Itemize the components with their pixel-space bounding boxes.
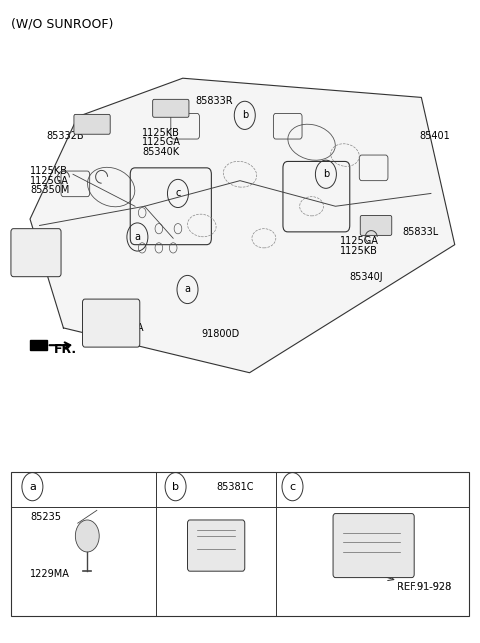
FancyBboxPatch shape xyxy=(360,215,392,235)
Text: a: a xyxy=(29,482,36,492)
Polygon shape xyxy=(30,78,455,373)
FancyBboxPatch shape xyxy=(153,99,189,117)
Text: REF.91-928: REF.91-928 xyxy=(397,582,452,592)
Text: 85833R: 85833R xyxy=(195,96,233,105)
Text: b: b xyxy=(172,482,179,492)
Polygon shape xyxy=(30,340,47,350)
Text: a: a xyxy=(134,232,140,242)
Text: b: b xyxy=(323,169,329,179)
Text: 85350M: 85350M xyxy=(30,185,70,195)
Bar xyxy=(11,472,469,616)
FancyBboxPatch shape xyxy=(333,514,414,577)
Text: c: c xyxy=(289,482,296,492)
FancyBboxPatch shape xyxy=(83,299,140,347)
Text: 85332B: 85332B xyxy=(47,131,84,141)
Text: 1125GA: 1125GA xyxy=(142,137,181,147)
Text: 85201A: 85201A xyxy=(107,323,144,333)
Text: 85381C: 85381C xyxy=(216,482,253,492)
Text: 85235: 85235 xyxy=(30,512,61,521)
Text: 1125GA: 1125GA xyxy=(340,237,379,246)
Text: REF.91-928: REF.91-928 xyxy=(397,582,452,592)
Text: 85340J: 85340J xyxy=(350,272,384,282)
Text: c: c xyxy=(175,188,180,199)
Text: 91800D: 91800D xyxy=(202,329,240,340)
Text: 1125KB: 1125KB xyxy=(142,127,180,138)
Text: (W/O SUNROOF): (W/O SUNROOF) xyxy=(11,17,113,30)
Text: 85340K: 85340K xyxy=(142,147,180,157)
Text: 1125KB: 1125KB xyxy=(340,246,378,256)
FancyBboxPatch shape xyxy=(11,229,61,276)
Text: 85202A: 85202A xyxy=(13,253,51,262)
Text: b: b xyxy=(241,111,248,120)
Text: 1125GA: 1125GA xyxy=(30,176,69,186)
Text: a: a xyxy=(184,284,191,294)
Text: 85833L: 85833L xyxy=(402,227,439,237)
FancyBboxPatch shape xyxy=(74,114,110,134)
Text: 1125KB: 1125KB xyxy=(30,166,68,176)
Text: 1229MA: 1229MA xyxy=(30,570,70,579)
FancyBboxPatch shape xyxy=(188,520,245,571)
Circle shape xyxy=(75,520,99,552)
Text: FR.: FR. xyxy=(54,343,77,356)
Text: 85401: 85401 xyxy=(419,131,450,141)
